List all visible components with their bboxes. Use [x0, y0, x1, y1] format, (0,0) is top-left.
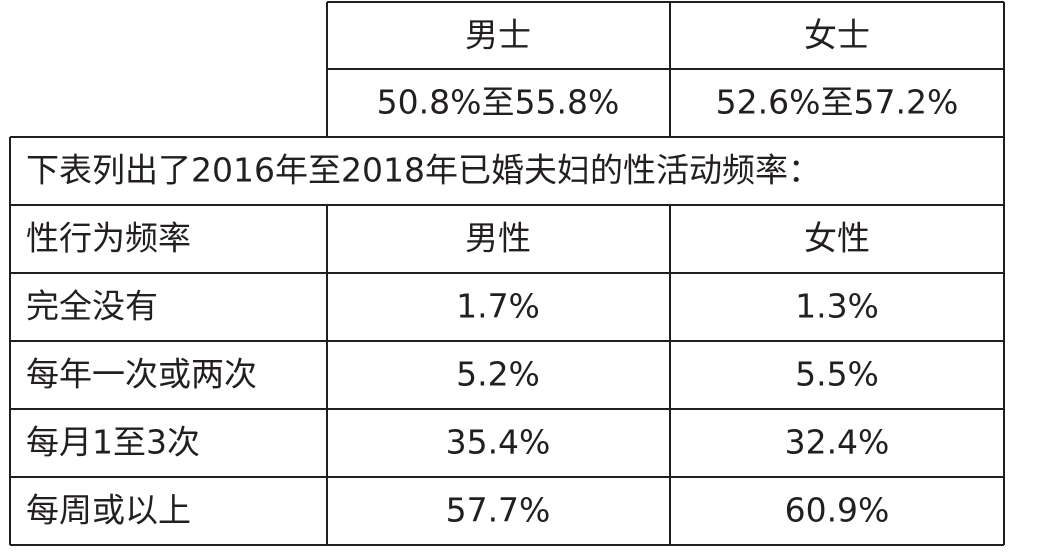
cell: 50.8%至55.8%	[377, 83, 620, 122]
row-label: 每月1至3次	[26, 423, 200, 462]
cell: 52.6%至57.2%	[716, 83, 959, 122]
row-label: 每年一次或两次	[26, 355, 257, 394]
header-cell: 女士	[804, 16, 870, 55]
cell: 5.5%	[795, 355, 879, 394]
header-cell: 女性	[804, 219, 870, 258]
cell: 1.3%	[795, 287, 879, 326]
header-cell: 男士	[465, 16, 531, 55]
note: 下表列出了2016年至2018年已婚夫妇的性活动频率：	[26, 151, 821, 190]
header-cell: 男性	[465, 219, 531, 258]
table-body: 完全没有 1.7% 1.3% 每年一次或两次 5.2% 5.5% 每月1至3次 35.4% 32…	[26, 287, 889, 530]
cell: 35.4%	[446, 423, 551, 462]
row-label: 每周或以上	[26, 491, 191, 530]
cell: 32.4%	[785, 423, 890, 462]
grid-lines	[9, 1, 1005, 546]
cell: 60.9%	[785, 491, 890, 530]
cell: 1.7%	[456, 287, 540, 326]
row-label: 完全没有	[26, 287, 158, 326]
header-cell: 性行为频率	[26, 219, 191, 258]
cell: 57.7%	[446, 491, 551, 530]
cell: 5.2%	[456, 355, 540, 394]
